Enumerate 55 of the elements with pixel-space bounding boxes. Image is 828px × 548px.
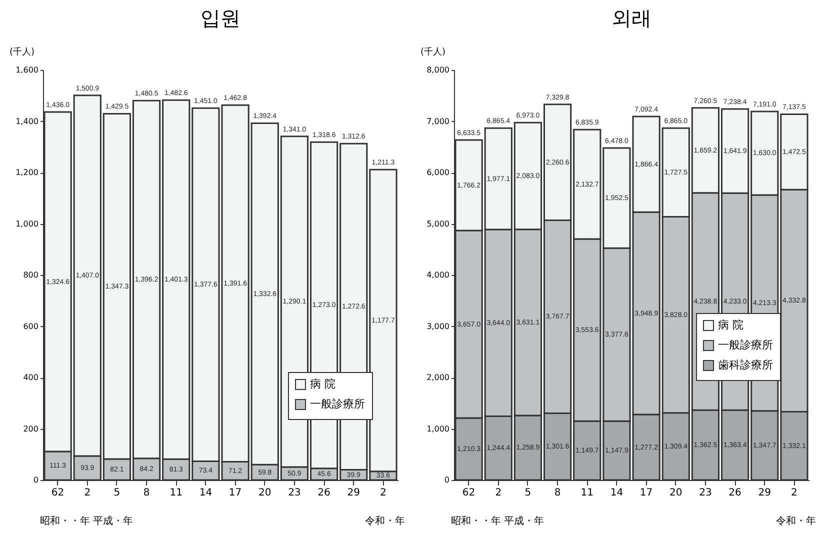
y-tick-label: 6,000	[426, 168, 450, 177]
y-axis-title: (千人)	[10, 46, 35, 58]
y-tick-label: 1,400	[16, 116, 38, 126]
text: 令和・年	[365, 514, 405, 528]
x-tick-label: 5	[524, 488, 532, 498]
chart-title: 입원	[200, 6, 240, 30]
x-tick-label: 11	[580, 488, 594, 498]
x-tick-label: 62	[51, 488, 64, 498]
legend-label: 病 院	[310, 378, 336, 390]
y-tick-label: 4,000	[426, 270, 450, 280]
x-tick-label: 8	[143, 488, 150, 498]
y-tick-label: 3,000	[426, 322, 450, 331]
x-tick-label: 14	[199, 488, 212, 498]
legend-label: 一般診療所	[718, 338, 773, 352]
y-tick-label: 1,600	[16, 66, 38, 74]
y-axis-title: (千人)	[420, 46, 446, 58]
y-tick-label: 600	[23, 322, 38, 331]
x-tick-label: 23	[288, 488, 301, 498]
y-tick-label: 800	[23, 270, 38, 280]
y-tick-label: 0	[33, 476, 38, 484]
x-tick-label: 29	[347, 488, 360, 498]
x-tick-label: 2	[495, 488, 502, 498]
x-tick-label: 17	[228, 488, 242, 498]
x-tick-label: 62	[462, 488, 476, 498]
x-tick-label: 29	[758, 488, 771, 498]
y-tick-label: 1,200	[16, 168, 38, 177]
legend-label: 一般診療所	[310, 398, 365, 410]
y-tick-label: 8,000	[426, 66, 450, 74]
y-tick-label: 0	[444, 476, 450, 484]
text: 令和・年	[776, 514, 816, 528]
y-tick-label: 1,000	[16, 219, 38, 228]
x-tick-label: 2	[380, 488, 386, 498]
y-tick-label: 5,000	[426, 219, 450, 228]
x-tick-label: 5	[114, 488, 120, 498]
y-tick-label: 2,000	[426, 373, 450, 382]
x-tick-label: 23	[699, 488, 712, 498]
text: 昭和・・年 平成・年	[451, 514, 544, 528]
x-tick-label: 2	[84, 488, 91, 498]
x-tick-label: 20	[670, 488, 682, 498]
y-tick-label: 400	[23, 373, 38, 382]
x-tick-label: 14	[610, 488, 624, 498]
x-tick-label: 2	[791, 488, 798, 498]
chart-title: 외래	[612, 6, 652, 30]
x-tick-label: 11	[170, 488, 182, 498]
legend-label: 病 院	[718, 318, 744, 332]
x-tick-label: 17	[640, 488, 653, 498]
text: 昭和・・年 平成・年	[40, 514, 134, 528]
x-tick-label: 8	[554, 488, 561, 498]
x-tick-label: 26	[318, 488, 330, 498]
y-tick-label: 200	[23, 424, 38, 434]
x-tick-label: 20	[258, 488, 272, 498]
x-tick-label: 26	[728, 488, 742, 498]
legend-label: 歯科診療所	[718, 358, 773, 372]
y-tick-label: 7,000	[426, 116, 450, 126]
y-tick-label: 1,000	[426, 424, 450, 434]
